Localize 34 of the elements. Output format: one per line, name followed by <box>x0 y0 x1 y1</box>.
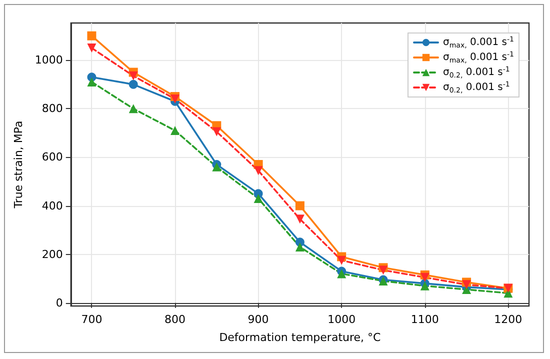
y-tick-label: 600 <box>42 150 63 164</box>
point <box>87 31 96 40</box>
x-tick-label: 1000 <box>328 313 356 326</box>
point <box>378 266 388 275</box>
point <box>295 214 304 224</box>
point <box>420 272 430 282</box>
point <box>128 104 138 114</box>
point <box>462 280 472 290</box>
point <box>337 256 346 265</box>
y-axis-title: True strain, MPa <box>12 120 25 210</box>
point <box>212 127 222 136</box>
point <box>295 242 304 252</box>
y-tick-label: 400 <box>42 199 63 212</box>
point <box>295 201 304 210</box>
point <box>128 71 138 80</box>
point <box>420 281 430 290</box>
point <box>170 126 180 136</box>
y-tick-label: 800 <box>42 102 63 116</box>
y-tick-label: 1000 <box>34 54 63 67</box>
y-tick-label: 200 <box>42 248 63 261</box>
point <box>128 80 138 89</box>
point <box>254 194 263 203</box>
x-tick-label: 900 <box>248 313 269 326</box>
x-tick-label: 1200 <box>494 313 522 326</box>
point <box>337 269 346 278</box>
x-tick-label: 700 <box>81 313 102 326</box>
y-tick-label: 0 <box>56 296 63 310</box>
point <box>87 44 96 52</box>
point <box>87 77 96 86</box>
x-axis-title: Deformation temperature, °C <box>219 331 382 344</box>
x-tick-label: 800 <box>164 313 186 326</box>
point <box>254 166 263 176</box>
x-tick-label: 1100 <box>410 313 439 326</box>
point <box>212 162 222 172</box>
